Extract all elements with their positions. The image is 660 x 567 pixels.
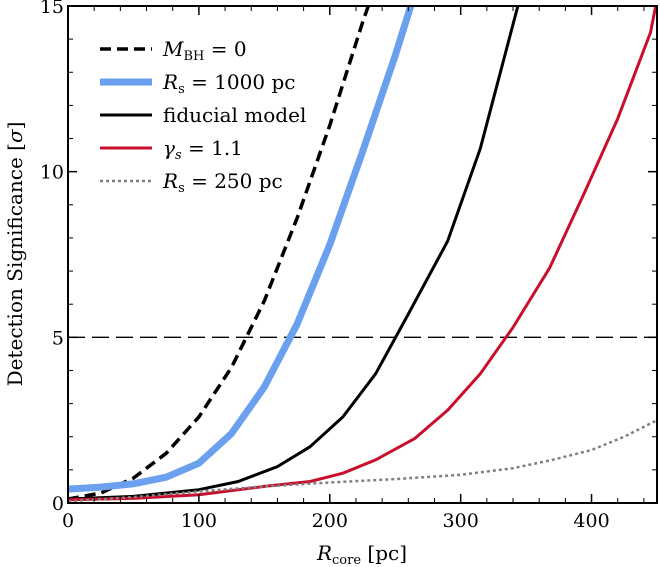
x-tick-label-0: 0	[62, 510, 74, 532]
axis-ticks: 0 100 200 300 400 0 5 10 15	[40, 0, 657, 532]
y-tick-label-3: 15	[40, 0, 64, 18]
series-line-3	[68, 6, 657, 502]
legend-label-mbh0: MBH = 0	[162, 37, 247, 64]
y-axis-label: Detection Significance [σ]	[3, 122, 27, 387]
x-tick-label-3: 300	[443, 510, 479, 532]
series-line-2	[68, 6, 520, 501]
series-line-4	[68, 419, 657, 503]
x-tick-label-4: 400	[573, 510, 609, 532]
legend-label-rs1000: Rs = 1000 pc	[162, 70, 295, 97]
y-tick-label-0: 0	[52, 493, 64, 515]
series-lines	[68, 6, 657, 503]
y-tick-label-1: 5	[52, 327, 64, 349]
legend-label-gamma: γs = 1.1	[163, 136, 243, 163]
plot-frame	[67, 5, 658, 504]
legend-label-rs250: Rs = 250 pc	[162, 169, 283, 196]
x-axis-label: Rcore [pc]	[316, 541, 407, 567]
series-line-1	[68, 6, 415, 493]
y-tick-label-2: 10	[40, 162, 64, 184]
x-tick-label-2: 200	[312, 510, 348, 532]
x-tick-label-1: 100	[181, 510, 217, 532]
legend-label-fiducial: fiducial model	[163, 103, 306, 127]
legend: MBH = 0 Rs = 1000 pc fiducial model γs =…	[100, 37, 306, 196]
